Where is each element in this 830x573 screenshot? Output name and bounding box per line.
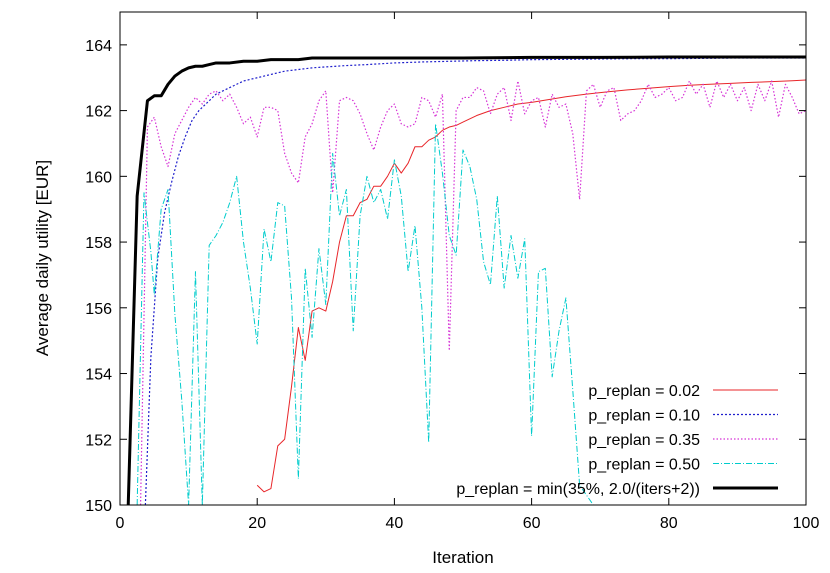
series-line-2 [144, 57, 806, 505]
y-tick-label: 156 [85, 301, 112, 318]
series-layer [126, 55, 806, 505]
y-tick-label: 158 [85, 235, 112, 252]
y-tick-label: 150 [85, 498, 112, 515]
series-line-5 [126, 55, 806, 505]
axes-layer: 0 20 40 60 80 100 150 152 154 156 158 160 162 164 [85, 11, 820, 532]
x-tick-label: 20 [248, 515, 266, 532]
legend-label-4: p_replan = 0.50 [588, 457, 700, 474]
x-axis-label: Iteration [432, 548, 493, 567]
legend: p_replan = 0.02 p_replan = 0.10 p_replan =… [456, 383, 778, 498]
series-line-4 [136, 123, 594, 505]
legend-label-3: p_replan = 0.35 [588, 432, 700, 449]
x-tick-label: 80 [660, 515, 678, 532]
legend-label-5: p_replan = min(35%, 2.0/(iters+2)) [456, 481, 700, 498]
y-tick-label: 164 [85, 38, 112, 55]
y-tick-label: 162 [85, 104, 112, 121]
series-line-1 [256, 79, 806, 493]
x-tick-label: 0 [116, 515, 125, 532]
legend-label-1: p_replan = 0.02 [588, 383, 700, 400]
y-tick-label: 152 [85, 432, 112, 449]
y-tick-label: 154 [85, 367, 112, 384]
series-line-3 [139, 80, 806, 505]
y-tick-label: 160 [85, 169, 112, 186]
legend-label-2: p_replan = 0.10 [588, 408, 700, 425]
plot-frame [119, 11, 807, 506]
x-tick-label: 40 [386, 515, 404, 532]
x-tick-label: 60 [523, 515, 541, 532]
y-axis-label: Average daily utility [EUR] [33, 160, 52, 356]
x-tick-label: 100 [793, 515, 820, 532]
